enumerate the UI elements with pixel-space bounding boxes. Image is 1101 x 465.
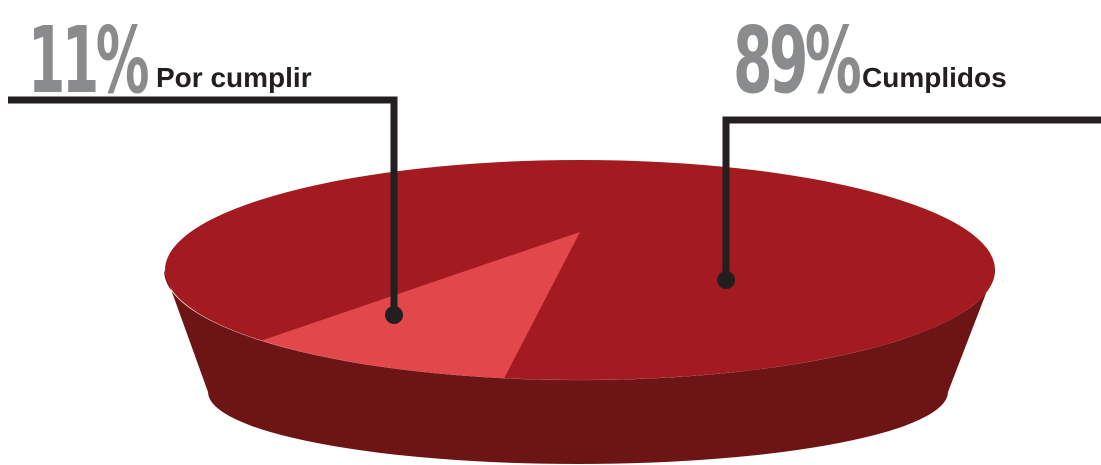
- percent-label-cumplidos: 89%: [733, 7, 860, 114]
- slice-label-por-cumplir: Por cumplir: [156, 62, 312, 93]
- leader-dot-por-cumplir: [385, 306, 403, 324]
- leader-dot-cumplidos: [717, 271, 735, 289]
- slice-label-cumplidos: Cumplidos: [862, 62, 1007, 93]
- percent-label-por-cumplir: 11%: [28, 7, 148, 114]
